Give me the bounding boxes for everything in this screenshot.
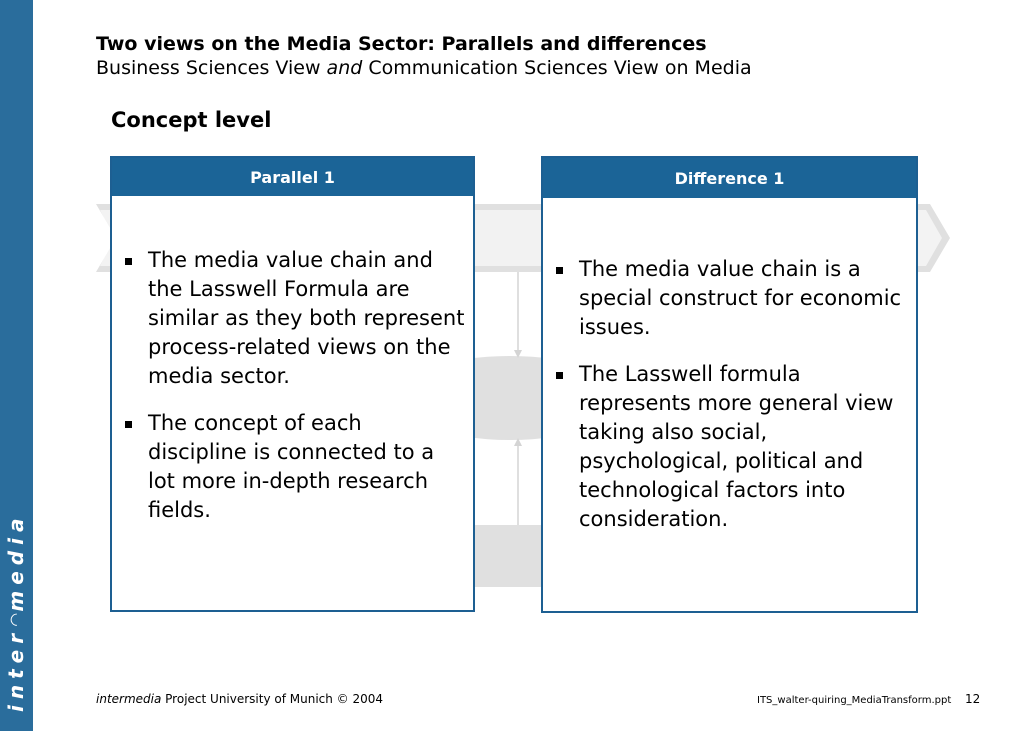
bullet-item: The concept of each discipline is connec… <box>114 409 466 525</box>
difference-panel-header: Difference 1 <box>543 158 916 198</box>
footer-copyright: intermedia Project University of Munich … <box>96 692 383 706</box>
slide-subtitle: Business Sciences View and Communication… <box>96 57 752 79</box>
parallel-panel: Parallel 1 The media value chain and the… <box>110 156 475 612</box>
subtitle-italic: and <box>326 57 363 79</box>
footer-text: Project University of Munich © 2004 <box>161 692 384 706</box>
bullet-item: The media value chain and the Lasswell F… <box>114 246 466 391</box>
sidebar <box>0 0 33 731</box>
parallel-bullet-list: The media value chain and the Lasswell F… <box>114 246 466 543</box>
bullet-item: The Lasswell formula represents more gen… <box>545 360 905 534</box>
footer-filename: ITS_walter-quiring_MediaTransform.ppt <box>757 695 952 706</box>
page-number: 12 <box>965 692 981 706</box>
footer-italic-name: intermedia <box>96 692 162 706</box>
bullet-item: The media value chain is a special const… <box>545 255 905 342</box>
parallel-panel-header: Parallel 1 <box>112 158 473 196</box>
slide-title: Two views on the Media Sector: Parallels… <box>96 33 707 55</box>
difference-bullet-list: The media value chain is a special const… <box>545 255 905 552</box>
difference-panel: Difference 1 The media value chain is a … <box>541 156 918 613</box>
subtitle-part1: Business Sciences View <box>96 57 327 79</box>
subtitle-part2: Communication Sciences View on Media <box>362 57 752 79</box>
section-heading: Concept level <box>111 108 272 132</box>
